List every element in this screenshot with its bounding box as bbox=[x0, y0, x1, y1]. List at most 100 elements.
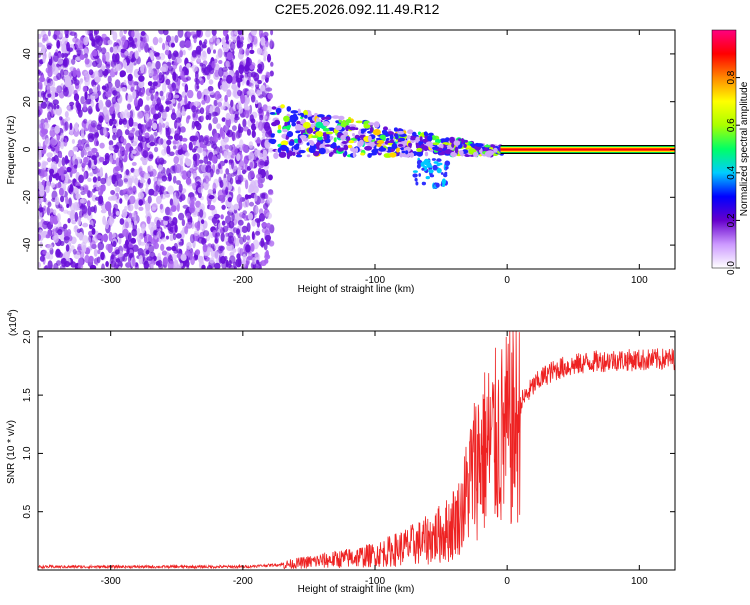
noise-blob bbox=[228, 144, 233, 151]
noise-blob bbox=[50, 80, 56, 88]
noise-blob bbox=[96, 124, 102, 131]
noise-blob bbox=[113, 65, 118, 73]
signal-blob bbox=[288, 141, 295, 146]
noise-blob bbox=[145, 243, 150, 249]
noise-blob bbox=[115, 249, 120, 255]
noise-blob bbox=[44, 264, 49, 269]
noise-blob bbox=[162, 82, 167, 93]
noise-blob bbox=[47, 157, 52, 163]
noise-blob bbox=[63, 251, 70, 259]
signal-blob bbox=[277, 129, 282, 134]
noise-blob bbox=[61, 47, 65, 53]
noise-blob bbox=[91, 49, 98, 57]
signal-blob bbox=[401, 150, 406, 154]
noise-blob bbox=[158, 263, 164, 269]
noise-blob bbox=[202, 230, 210, 237]
signal-blob bbox=[409, 152, 415, 158]
signal-blob bbox=[313, 150, 320, 157]
noise-blob bbox=[119, 70, 127, 77]
noise-blob bbox=[67, 218, 71, 224]
noise-blob bbox=[262, 149, 268, 159]
noise-blob bbox=[205, 30, 211, 38]
noise-blob bbox=[250, 30, 257, 36]
noise-blob bbox=[118, 266, 122, 269]
noise-blob bbox=[208, 123, 213, 131]
noise-blob bbox=[204, 95, 211, 104]
noise-blob bbox=[172, 175, 177, 184]
signal-blob bbox=[299, 134, 307, 139]
noise-blob bbox=[148, 68, 154, 77]
signal-blob bbox=[323, 116, 331, 120]
noise-blob bbox=[178, 183, 183, 193]
signal-blob bbox=[317, 114, 325, 118]
noise-blob bbox=[244, 179, 249, 190]
noise-blob bbox=[140, 64, 145, 74]
noise-blob bbox=[265, 212, 272, 220]
noise-blob bbox=[223, 150, 228, 159]
signal-blob bbox=[415, 144, 421, 149]
noise-blob bbox=[145, 202, 150, 209]
noise-blob bbox=[254, 149, 261, 157]
noise-blob bbox=[59, 240, 65, 246]
noise-blob bbox=[157, 174, 163, 179]
noise-blob bbox=[97, 199, 104, 206]
colorbar-tick-label: 0.8 bbox=[726, 70, 737, 84]
noise-blob bbox=[69, 122, 73, 131]
noise-blob bbox=[150, 93, 154, 102]
noise-blob bbox=[47, 201, 52, 208]
noise-blob bbox=[249, 114, 254, 123]
noise-blob bbox=[98, 101, 104, 111]
signal-blob bbox=[461, 138, 465, 144]
noise-blob bbox=[71, 219, 77, 225]
noise-blob bbox=[248, 151, 255, 162]
noise-blob bbox=[205, 165, 212, 173]
noise-blob bbox=[257, 79, 262, 85]
noise-blob bbox=[242, 210, 247, 215]
noise-blob bbox=[54, 51, 59, 57]
noise-blob bbox=[265, 234, 271, 242]
signal-blob bbox=[425, 176, 430, 180]
noise-blob bbox=[154, 146, 159, 153]
noise-blob bbox=[38, 181, 42, 187]
noise-blob bbox=[241, 169, 247, 175]
noise-blob bbox=[64, 75, 72, 86]
signal-blob bbox=[485, 150, 493, 157]
signal-blob bbox=[322, 121, 330, 127]
noise-blob bbox=[174, 265, 180, 269]
colorbar: 0.0 0.2 0.4 0.6 0.8 Normalized spectral ampl… bbox=[711, 29, 750, 275]
noise-blob bbox=[218, 176, 222, 184]
signal-blob bbox=[408, 142, 412, 148]
noise-blob bbox=[80, 148, 85, 158]
noise-blob bbox=[105, 176, 112, 187]
signal-blob bbox=[270, 134, 275, 138]
noise-blob bbox=[246, 90, 251, 95]
noise-blob bbox=[58, 187, 64, 196]
signal-blob bbox=[275, 107, 282, 114]
signal-blob bbox=[435, 139, 441, 144]
signal-blob bbox=[399, 137, 406, 142]
noise-blob bbox=[101, 263, 105, 269]
noise-blob bbox=[141, 223, 146, 234]
noise-blob bbox=[103, 126, 107, 136]
noise-blob bbox=[68, 197, 72, 207]
noise-blob bbox=[181, 219, 186, 227]
noise-blob bbox=[266, 71, 271, 78]
snr-ticks: -300 -200 -100 0 100 0.5 1.0 1.5 2.0 bbox=[22, 329, 675, 587]
noise-blob bbox=[221, 117, 226, 122]
signal-blob bbox=[383, 126, 388, 131]
noise-blob bbox=[124, 129, 130, 136]
signal-blob bbox=[352, 147, 356, 153]
noise-blob bbox=[54, 183, 62, 189]
noise-blob bbox=[257, 63, 263, 70]
noise-blob bbox=[199, 107, 205, 115]
noise-blob bbox=[152, 122, 157, 130]
signal-blob bbox=[422, 138, 428, 143]
noise-blob bbox=[166, 35, 171, 43]
noise-blob bbox=[139, 241, 146, 246]
noise-blob bbox=[153, 176, 158, 183]
noise-blob bbox=[97, 84, 101, 92]
noise-blob bbox=[257, 167, 262, 176]
noise-blob bbox=[239, 47, 244, 55]
noise-blob bbox=[38, 76, 46, 83]
noise-blob bbox=[46, 180, 51, 189]
